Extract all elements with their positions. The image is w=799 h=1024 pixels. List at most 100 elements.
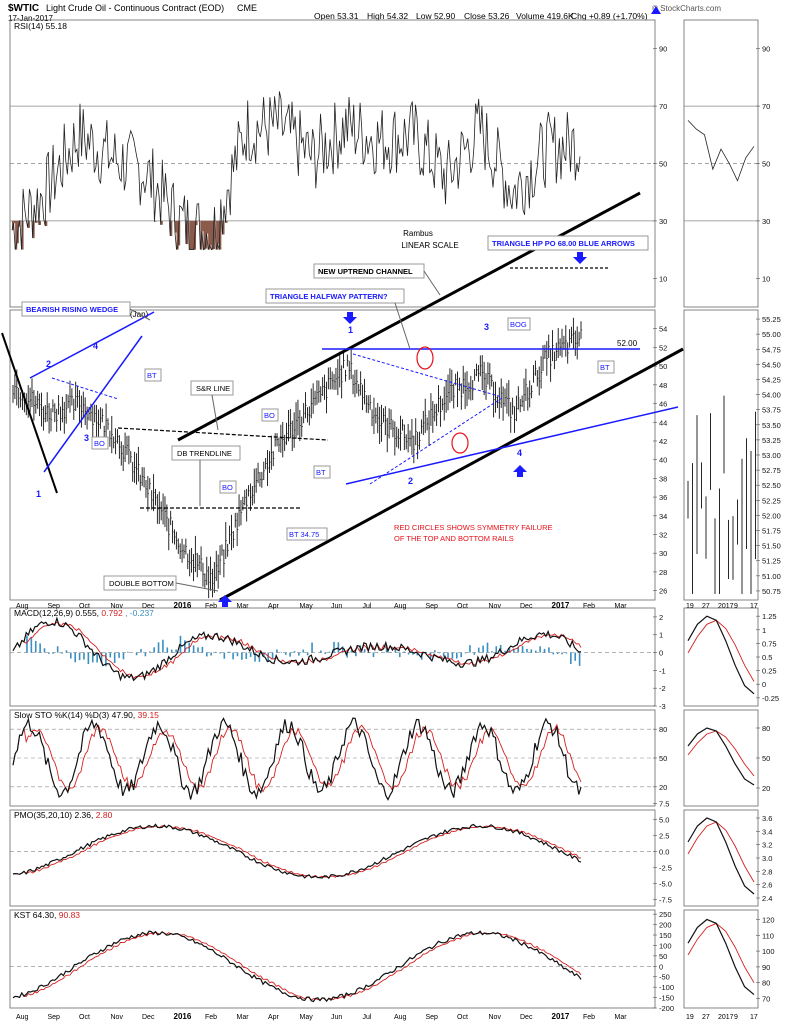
wedge-point-2: 2: [46, 359, 51, 369]
bottom-month-label: Feb: [205, 1014, 217, 1021]
pmo-legend: PMO(35,20,10) 2.36, 2.80: [14, 810, 113, 820]
price-inset-tick-label: 51.50: [762, 542, 781, 551]
macd-hist-bar: [464, 652, 467, 654]
db-callout-box: [171, 445, 241, 461]
price-tick-label: 54: [659, 325, 667, 334]
price-month-label: Sep: [426, 603, 439, 610]
macd-hist-bar: [320, 650, 322, 653]
symbol: $WTIC: [8, 3, 39, 14]
halfway-callout: TRIANGLE HALFWAY PATTERN?: [270, 292, 388, 301]
price-month-label: Dec: [520, 603, 533, 610]
db-callout: DB TRENDLINE: [177, 449, 232, 458]
bottom-month-label: Mar: [615, 1014, 628, 1021]
macd-hist-bar: [162, 639, 164, 653]
price-tick-label: 48: [659, 381, 667, 390]
bottom-month-label: Dec: [520, 1014, 533, 1021]
macd-hist-bar: [455, 652, 458, 659]
bottom-month-label: Oct: [79, 1014, 90, 1021]
macd-hist-bar: [442, 652, 445, 657]
rsi-tick-label: 50: [659, 160, 667, 169]
price-inset-tick-label: 52.00: [762, 511, 781, 520]
bottom-month-label: Dec: [142, 1014, 155, 1021]
triangle-point-4: 4: [517, 448, 522, 458]
macd-hist-bar: [447, 652, 449, 659]
macd-hist-bar: [219, 652, 221, 654]
macd-hist-bar: [337, 642, 340, 653]
macd-hist-bar: [166, 647, 169, 653]
rsi-oversold-fill: [45, 220, 48, 226]
chart-date: 17-Jan-2017: [8, 14, 53, 23]
price-tick-label: 44: [659, 418, 667, 427]
macd-hist-bar: [113, 652, 116, 664]
triangle-lower-dash: [369, 397, 503, 485]
macd-hist-bar: [425, 651, 427, 653]
macd-hist-bar: [223, 652, 226, 659]
pmo-tick-label: 7.5: [659, 800, 669, 809]
macd-hist-bar: [214, 651, 217, 653]
macd-hist-bar: [517, 646, 520, 653]
macd-hist-bar: [504, 650, 506, 653]
macd-hist-bar: [434, 650, 436, 653]
price-month-label: Dec: [142, 603, 155, 610]
macd-hist-bar: [227, 651, 230, 653]
wedge-top-rail: [29, 311, 155, 379]
kst-inset-frame: [683, 909, 759, 1009]
price-inset-xtick: 17: [750, 603, 758, 610]
macd-tick-label: 0: [659, 649, 663, 658]
rsi-oversold-fill: [192, 220, 195, 250]
macd-inset-frame: [683, 607, 759, 707]
bottom-month-label: Oct: [457, 1014, 468, 1021]
macd-hist-bar: [328, 651, 331, 653]
rsi-oversold-fill: [211, 220, 214, 250]
macd-legend-hist: , -0.237: [125, 608, 154, 618]
macd-hist-bar: [144, 652, 147, 657]
sto-inset-tick-label: 80: [762, 724, 770, 733]
macd-hist-bar: [495, 646, 498, 653]
macd-hist-bar: [105, 652, 107, 667]
bottom-month-label: Aug: [16, 1014, 29, 1021]
pmo-tick-label: 0.0: [659, 848, 669, 857]
macd-hist-bar: [83, 652, 85, 660]
price-tick-label: 52: [659, 343, 667, 352]
price-tick-label: 30: [659, 549, 667, 558]
price-month-label: Jun: [331, 603, 342, 610]
rsi-oversold-fill: [15, 220, 18, 250]
macd-hist-bar: [192, 645, 195, 653]
macd-hist-bar: [477, 647, 480, 653]
macd-hist-bar: [148, 651, 151, 653]
macd-tick-label: -3: [659, 702, 666, 711]
pmo-legend-main: PMO(35,20,10) 2.36,: [14, 810, 93, 820]
kst-inset-tick-label: 120: [762, 915, 775, 924]
bo-box-3: [219, 480, 237, 494]
chart-header: $WTIC Light Crude Oil - Continuous Contr…: [8, 3, 721, 23]
price-month-label: Mar: [615, 603, 628, 610]
rsi-tick-label: 90: [659, 45, 667, 54]
macd-frame: [9, 607, 656, 707]
macd-hist-bar: [289, 652, 291, 657]
sto-tick-label: 20: [659, 783, 667, 792]
bottom-month-label: May: [300, 1014, 314, 1021]
price-inset-tick-label: 55.00: [762, 330, 781, 339]
exchange: CME: [237, 3, 257, 13]
sto-inset-frame: [683, 709, 759, 807]
rsi-oversold-fill: [190, 220, 193, 250]
macd-hist-bar: [48, 652, 50, 654]
bottom-month-label: Aug: [394, 1014, 407, 1021]
price-inset-tick-label: 52.50: [762, 481, 781, 490]
macd-hist-bar: [100, 652, 103, 663]
sto-main-line: [12, 716, 582, 801]
kst-tick-label: -50: [659, 973, 670, 982]
macd-hist-bar: [460, 652, 462, 658]
price-inset-tick-label: 51.25: [762, 557, 781, 566]
price-month-label: Jul: [363, 603, 372, 610]
macd-hist-bar: [521, 645, 524, 653]
macd-hist-bar: [30, 637, 33, 653]
kst-inset-tick-label: 80: [762, 979, 770, 988]
uptrend-pointer: [423, 270, 441, 296]
macd-hist-bar: [539, 646, 541, 653]
bo-box-2: [261, 408, 279, 422]
wedge-point-4: 4: [93, 341, 98, 351]
macd-hist-bar: [451, 652, 454, 659]
channel-top-rail: [177, 191, 641, 442]
macd-hist-bar: [43, 648, 46, 653]
